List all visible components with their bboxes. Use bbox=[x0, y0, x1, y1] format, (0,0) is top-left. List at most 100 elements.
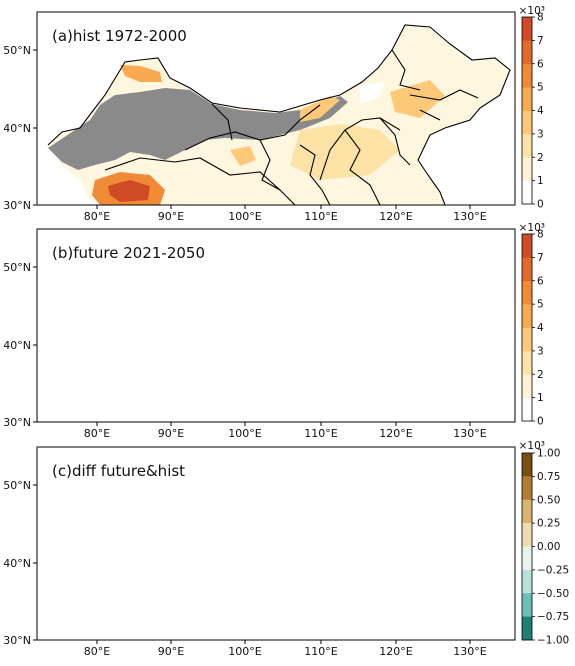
y-axis: 50°N 40°N 30°N bbox=[3, 479, 37, 647]
map-area bbox=[37, 229, 515, 422]
colorbar: 0 1 2 3 4 5 6 7 8 bbox=[521, 12, 544, 211]
central-zone bbox=[290, 124, 400, 180]
map-frame bbox=[36, 446, 516, 641]
map-frame bbox=[36, 228, 516, 423]
colorbar-segment bbox=[522, 257, 532, 282]
colorbar-segment bbox=[522, 327, 532, 352]
x-axis: 80°E 90°E 100°E 110°E 120°E 130°E bbox=[84, 640, 487, 658]
colorbar-segment bbox=[522, 17, 532, 41]
y-tick-label: 30°N bbox=[3, 199, 31, 212]
x-tick-label: 120°E bbox=[379, 210, 412, 223]
colorbar-segment bbox=[522, 453, 532, 477]
x-axis: 80°E 90°E 100°E 110°E 120°E 130°E bbox=[84, 422, 487, 440]
colorbar-tick-label: 5 bbox=[537, 82, 544, 94]
colorbar-segment bbox=[522, 180, 532, 205]
colorbar-scale-label: ×10³ bbox=[519, 5, 545, 17]
colorbar-tick-label: −0.25 bbox=[537, 564, 569, 576]
y-tick-label: 30°N bbox=[3, 634, 31, 647]
colorbar-segment bbox=[522, 87, 532, 111]
x-tick-label: 100°E bbox=[228, 427, 261, 440]
colorbar-segment bbox=[522, 304, 532, 328]
colorbar-tick-label: 5 bbox=[537, 299, 544, 311]
colorbar-scale-label: ×10³ bbox=[519, 440, 545, 452]
colorbar-segment bbox=[522, 350, 532, 375]
y-tick-label: 50°N bbox=[3, 261, 31, 274]
panel-title: (c)diff future&hist bbox=[52, 462, 185, 480]
colorbar-tick-label: 1.00 bbox=[537, 448, 560, 460]
x-tick-label: 110°E bbox=[304, 210, 337, 223]
northeast-zone bbox=[390, 80, 445, 118]
colorbar-tick-label: 0.50 bbox=[537, 494, 560, 506]
x-tick-label: 130°E bbox=[453, 210, 486, 223]
colorbar-tick-label: 1 bbox=[537, 392, 544, 404]
x-tick-label: 80°E bbox=[84, 427, 110, 440]
colorbar-tick-label: 7 bbox=[537, 35, 544, 47]
colorbar-segment bbox=[522, 157, 532, 181]
colorbar-segment bbox=[522, 397, 532, 422]
x-axis: 80°E 90°E 100°E 110°E 120°E 130°E bbox=[84, 205, 487, 223]
highland-zone bbox=[120, 65, 162, 82]
colorbar-tick-label: 6 bbox=[537, 58, 544, 70]
colorbar-tick-label: 3 bbox=[537, 128, 544, 140]
x-tick-label: 110°E bbox=[304, 427, 337, 440]
y-axis: 50°N 40°N 30°N bbox=[3, 44, 37, 212]
colorbar-segment bbox=[522, 280, 532, 305]
x-tick-label: 130°E bbox=[453, 427, 486, 440]
colorbar-segment bbox=[522, 133, 532, 158]
map-fill bbox=[48, 25, 510, 205]
x-tick-label: 80°E bbox=[84, 210, 110, 223]
masked-region bbox=[48, 88, 348, 170]
panel-title: (a)hist 1972-2000 bbox=[52, 27, 187, 45]
colorbar-tick-label: 2 bbox=[537, 152, 544, 164]
map-frame bbox=[36, 11, 516, 206]
map-area bbox=[37, 447, 515, 640]
colorbar-tick-label: 0.75 bbox=[537, 471, 560, 483]
colorbar-segment bbox=[522, 499, 532, 524]
colorbar-segment bbox=[522, 523, 532, 547]
y-axis: 50°N 40°N 30°N bbox=[3, 261, 37, 429]
peak-zone bbox=[108, 180, 150, 202]
colorbar-tick-label: 0.00 bbox=[537, 541, 560, 553]
colorbar-tick-label: 0 bbox=[537, 199, 544, 211]
colorbar-tick-label: 0 bbox=[537, 416, 544, 428]
colorbar-segment bbox=[522, 234, 532, 258]
colorbar-segment bbox=[522, 374, 532, 398]
colorbar-tick-label: 3 bbox=[537, 345, 544, 357]
x-tick-label: 90°E bbox=[158, 427, 184, 440]
colorbar-segment bbox=[522, 110, 532, 135]
colorbar-segment bbox=[522, 63, 532, 88]
x-tick-label: 100°E bbox=[228, 210, 261, 223]
x-tick-label: 130°E bbox=[453, 645, 486, 658]
province-boundaries bbox=[47, 24, 511, 205]
colorbar-tick-label: 6 bbox=[537, 275, 544, 287]
colorbar-segment bbox=[522, 569, 532, 594]
colorbar-segment bbox=[522, 476, 532, 501]
colorbar: 1.00 0.75 0.50 0.25 0.00 −0.25 −0.50 −0.75 −1.00 bbox=[521, 448, 569, 647]
colorbar-tick-label: −0.50 bbox=[537, 588, 569, 600]
north-belt-zone bbox=[300, 96, 340, 122]
colorbar-tick-label: 4 bbox=[537, 322, 544, 334]
y-tick-label: 50°N bbox=[3, 44, 31, 57]
colorbar-segment bbox=[522, 40, 532, 65]
panel-a: (a)hist 1972-2000 50°N 40°N 30°N 80°E 90… bbox=[3, 5, 545, 223]
colorbar-tick-label: 4 bbox=[537, 105, 544, 117]
x-tick-label: 90°E bbox=[158, 210, 184, 223]
y-tick-label: 40°N bbox=[3, 339, 31, 352]
panel-c: (c)diff future&hist 50°N 40°N 30°N 80°E … bbox=[3, 440, 569, 658]
x-tick-label: 120°E bbox=[379, 645, 412, 658]
y-tick-label: 40°N bbox=[3, 557, 31, 570]
colorbar-tick-label: 0.25 bbox=[537, 518, 560, 530]
x-tick-label: 100°E bbox=[228, 645, 261, 658]
colorbar-tick-label: 7 bbox=[537, 252, 544, 264]
colorbar-tick-label: −1.00 bbox=[537, 635, 569, 647]
x-tick-label: 80°E bbox=[84, 645, 110, 658]
y-tick-label: 40°N bbox=[3, 122, 31, 135]
colorbar-segment bbox=[522, 616, 532, 641]
y-tick-label: 30°N bbox=[3, 416, 31, 429]
panel-title: (b)future 2021-2050 bbox=[52, 244, 205, 262]
colorbar-tick-label: −0.75 bbox=[537, 611, 569, 623]
colorbar-segment bbox=[522, 593, 532, 617]
x-tick-label: 90°E bbox=[158, 645, 184, 658]
